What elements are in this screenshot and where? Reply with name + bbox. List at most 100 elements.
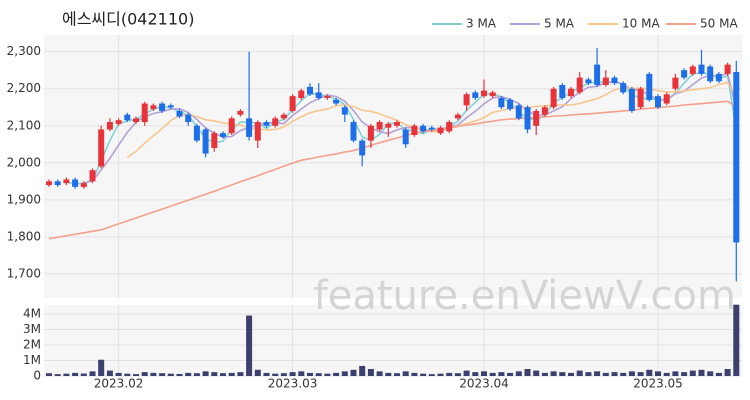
candle-body [115,120,122,124]
volume-bar [298,371,305,376]
candle-body [472,92,479,98]
candle-body [402,129,409,145]
candle-body [724,64,731,74]
volume-bar [602,372,609,376]
volume-bar [341,371,348,376]
candle-body [350,122,357,141]
y-tick-label: 1,900 [7,192,41,206]
volume-bar [350,369,357,376]
candle-body [89,170,96,182]
volume-bar [394,373,400,376]
volume-bar [568,372,574,376]
candle-body [628,88,635,111]
volume-bar [133,374,139,376]
candle-body [698,64,705,74]
volume-bar [385,372,392,376]
candle-body [54,181,61,186]
volume-bar [481,371,487,376]
x-tick-label: 2023.05 [633,377,683,391]
candle-body [237,110,244,115]
volume-bar [367,369,374,376]
y-tick-label: 2,200 [7,81,41,95]
candle-body [689,66,696,74]
volume-bar [507,372,514,376]
candle-body [394,122,400,126]
volume-bar [202,371,209,376]
volume-bar [489,372,496,376]
volume-bar [159,373,166,376]
y-tick-label: 4M [23,306,41,320]
y-tick-label: 0 [33,369,41,383]
candle-body [133,118,139,123]
candle-body [333,99,340,104]
candle-body [341,107,348,115]
x-tick-label: 2023.04 [459,377,509,391]
y-tick-label: 3M [23,322,41,336]
volume-bar [594,371,601,376]
volume-bar [193,373,200,376]
candle-body [106,122,113,130]
volume-bar [220,373,226,376]
volume-bar [185,372,192,376]
volume-bar [437,373,444,376]
candle-body [359,140,366,156]
volume-bar [724,369,731,376]
volume-bar [411,372,418,376]
candle-body [559,85,566,98]
candle-body [533,110,540,126]
candle-body [715,73,722,82]
candle-body [481,90,487,97]
volume-bar [115,372,122,376]
volume-bar [472,372,479,376]
y-tick-label: 2,100 [7,118,41,132]
candle-body [611,77,618,84]
candle-body [681,70,688,78]
price-panel [44,35,742,298]
candle-body [568,88,574,97]
volume-bar [80,373,87,376]
candle-body [437,127,444,134]
legend-label: 3 MA [466,17,497,31]
watermark: feature.enViewV.com [314,273,736,319]
volume-bar [446,372,453,376]
candle-body [463,94,470,106]
candle-body [150,105,157,110]
volume-bar [541,372,548,376]
volume-bar [124,373,131,376]
candle-body [515,105,522,119]
y-tick-label: 1,800 [7,229,41,243]
y-tick-label: 2,300 [7,44,41,58]
volume-bar [359,365,366,376]
candle-body [420,125,427,132]
volume-bar [533,370,540,376]
volume-bar [698,369,705,376]
candle-body [280,114,287,119]
candle-body [707,66,714,82]
candle-body [672,77,679,89]
volume-bar [315,373,322,376]
candle-body [602,77,609,86]
volume-bar [141,372,148,376]
volume-bar [289,372,296,376]
volume-bar [46,373,52,376]
candle-body [307,86,313,95]
candle-body [141,103,148,123]
candle-body [411,125,418,136]
volume-bar [646,369,653,376]
candle-body [254,122,261,141]
candle-body [185,114,192,123]
candle-body [367,125,374,141]
candle-body [489,92,496,97]
volume-bar [611,372,618,376]
legend-label: 5 MA [544,17,575,31]
volume-bar [463,370,470,376]
candle-body [176,110,183,117]
volume-bar [550,371,557,376]
volume-bar [150,372,157,376]
candle-body [315,92,322,98]
candle-body [211,133,218,148]
candle-body [576,77,583,93]
volume-bar [89,371,96,376]
candle-body [46,181,52,186]
